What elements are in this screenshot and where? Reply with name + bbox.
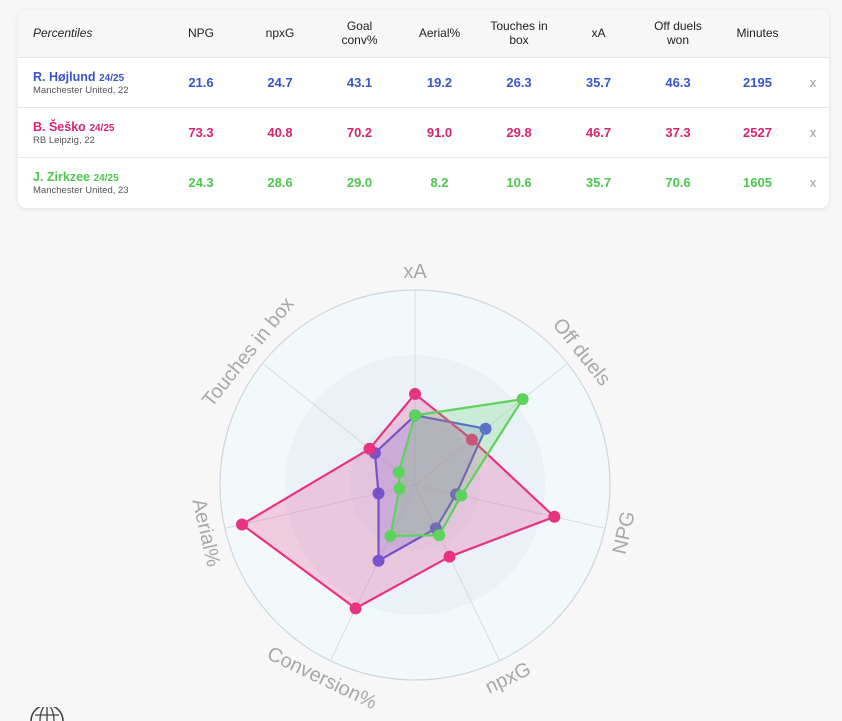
player-season: 24/25 bbox=[93, 172, 119, 184]
radar-point bbox=[409, 409, 421, 422]
radar-point bbox=[479, 422, 492, 435]
stat-value: 46.7 bbox=[585, 124, 612, 140]
player-cell: B. Šeško 24/25 RB Leipzig, 22 bbox=[18, 107, 161, 157]
radar-spoke bbox=[329, 484, 416, 661]
stat-value: 2195 bbox=[743, 74, 772, 90]
stat-value: 29.8 bbox=[506, 124, 532, 140]
stat-value: 35.7 bbox=[585, 74, 612, 90]
radar-series-group bbox=[235, 387, 561, 615]
stat-value: 40.8 bbox=[267, 124, 293, 140]
table-header-row: Percentiles NPG npxG Goal conv% Aerial% … bbox=[18, 10, 829, 57]
player-season: 24/25 bbox=[89, 122, 115, 134]
stat-value: 28.6 bbox=[267, 174, 293, 190]
stat-value: 70.6 bbox=[665, 174, 691, 190]
percentiles-header: Percentiles bbox=[33, 26, 93, 41]
comparison-table: Percentiles NPG npxG Goal conv% Aerial% … bbox=[18, 10, 829, 207]
column-header[interactable]: npxG bbox=[265, 26, 295, 41]
stat-value: 2527 bbox=[743, 124, 772, 140]
radar-series-area bbox=[240, 392, 556, 610]
player-meta: Manchester United, 23 bbox=[33, 184, 129, 196]
stat-value: 43.1 bbox=[346, 74, 373, 90]
remove-player-button[interactable]: x bbox=[809, 124, 817, 140]
column-header[interactable]: Goal conv% bbox=[341, 19, 378, 48]
radar-point bbox=[455, 489, 468, 502]
radar-axis-label: NPG bbox=[609, 509, 640, 556]
stat-value: 37.3 bbox=[665, 124, 691, 140]
radar-point bbox=[372, 487, 385, 500]
stat-value: 21.6 bbox=[188, 74, 214, 90]
radar-spoke bbox=[414, 484, 501, 661]
player-name[interactable]: J. Zirkzee bbox=[33, 169, 90, 184]
stat-value: 24.3 bbox=[188, 174, 214, 190]
player-row: J. Zirkzee 24/25 Manchester United, 23 24… bbox=[18, 157, 829, 207]
stat-value: 1605 bbox=[743, 174, 772, 190]
stat-value: 46.3 bbox=[665, 74, 691, 90]
stat-value: 70.2 bbox=[346, 124, 373, 140]
column-header[interactable]: xA bbox=[591, 26, 606, 41]
radar-spoke bbox=[414, 484, 606, 529]
stat-value: 8.2 bbox=[430, 174, 449, 190]
radar-spoke bbox=[262, 363, 416, 486]
player-name[interactable]: B. Šeško bbox=[33, 119, 86, 134]
stat-value: 19.2 bbox=[426, 74, 453, 90]
radar-point bbox=[516, 393, 529, 406]
radar-grid bbox=[219, 289, 611, 681]
radar-point bbox=[433, 529, 446, 542]
column-header[interactable]: Off duels won bbox=[654, 19, 702, 48]
player-cell: R. Højlund 24/25 Manchester United, 22 bbox=[18, 57, 161, 107]
column-header[interactable]: Minutes bbox=[736, 26, 779, 41]
radar-point bbox=[235, 518, 248, 531]
column-header[interactable]: Aerial% bbox=[418, 26, 461, 41]
radar-point bbox=[384, 529, 397, 542]
column-header[interactable]: Touches in box bbox=[490, 19, 548, 48]
radar-spoke bbox=[414, 363, 568, 486]
radar-point bbox=[393, 482, 406, 495]
globe-icon[interactable] bbox=[29, 707, 65, 721]
remove-player-button[interactable]: x bbox=[809, 74, 817, 90]
radar-point bbox=[548, 510, 561, 523]
player-name[interactable]: R. Højlund bbox=[33, 69, 96, 84]
radar-series-group bbox=[384, 393, 529, 542]
radar-point bbox=[372, 554, 385, 567]
stat-value: 26.3 bbox=[506, 74, 532, 90]
player-meta: Manchester United, 22 bbox=[33, 84, 129, 96]
stat-value: 24.7 bbox=[267, 74, 293, 90]
player-season: 24/25 bbox=[99, 72, 125, 84]
radar-point bbox=[392, 466, 405, 479]
radar-series-area bbox=[373, 414, 487, 562]
stat-value: 29.0 bbox=[346, 174, 373, 190]
radar-axis-label: xA bbox=[403, 261, 427, 283]
remove-player-button[interactable]: x bbox=[809, 174, 817, 190]
column-header[interactable]: NPG bbox=[187, 26, 214, 41]
radar-point bbox=[465, 433, 478, 446]
radar-point bbox=[349, 602, 362, 615]
radar-axis-label: Aerial% bbox=[187, 497, 224, 569]
player-cell: J. Zirkzee 24/25 Manchester United, 23 bbox=[18, 157, 161, 207]
radar-point bbox=[363, 442, 376, 455]
stat-value: 10.6 bbox=[506, 174, 532, 190]
stat-value: 91.0 bbox=[426, 124, 453, 140]
comparison-table-card: Percentiles NPG npxG Goal conv% Aerial% … bbox=[18, 10, 829, 208]
radar-point bbox=[409, 387, 421, 400]
player-meta: RB Leipzig, 22 bbox=[33, 134, 95, 146]
stat-value: 35.7 bbox=[585, 174, 612, 190]
player-row: R. Højlund 24/25 Manchester United, 22 21… bbox=[18, 57, 829, 107]
radar-point bbox=[443, 550, 456, 563]
stat-value: 73.3 bbox=[188, 124, 214, 140]
player-row: B. Šeško 24/25 RB Leipzig, 22 73.3 40.8 70.… bbox=[18, 107, 829, 157]
radar-series bbox=[235, 387, 561, 615]
